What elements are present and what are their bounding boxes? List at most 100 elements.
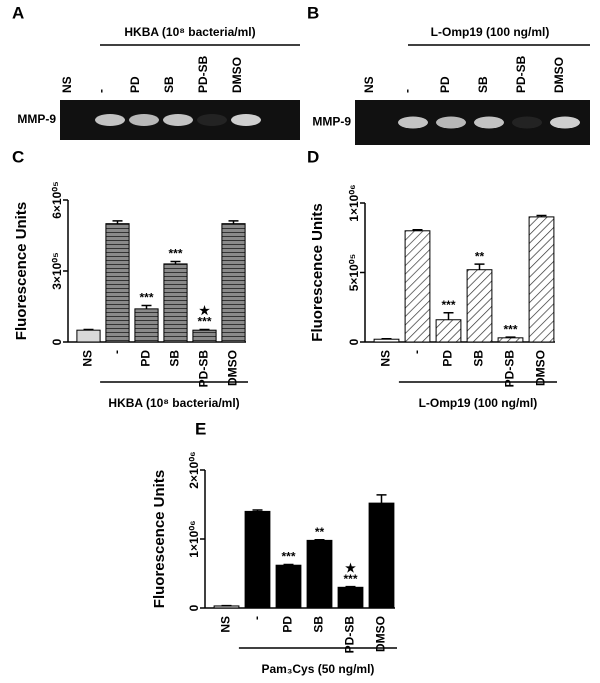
x-axis-label: L-Omp19 (100 ng/ml) (419, 396, 538, 410)
y-axis-label: Fluorescence Units (151, 470, 168, 608)
significance: *** (343, 572, 357, 586)
y-tick-label: 0 (50, 338, 64, 345)
significance: *** (139, 291, 153, 305)
y-tick-label: 2×10⁰⁶ (187, 451, 201, 488)
bar (528, 216, 555, 343)
bar (221, 223, 246, 343)
error-bar (345, 585, 356, 588)
error-bar (474, 263, 485, 270)
band (197, 114, 227, 126)
lane-label: SB (162, 76, 176, 93)
y-tick-label: 6×10⁰⁵ (50, 181, 64, 218)
x-tick-label: - (250, 616, 264, 620)
lane-label: NS (60, 76, 74, 93)
row-label: MMP-9 (17, 112, 56, 126)
gel-title: HKBA (10⁸ bacteria/ml) (124, 25, 255, 39)
error-bar (228, 220, 239, 224)
x-tick-label: - (110, 350, 124, 354)
band (436, 116, 466, 129)
lane-label: NS (362, 76, 376, 93)
x-axis-label: HKBA (10⁸ bacteria/ml) (108, 396, 239, 410)
y-axis-label: Fluorescence Units (309, 203, 326, 341)
error-bar (252, 509, 263, 512)
x-tick-label: DMSO (534, 350, 548, 386)
error-bar (283, 563, 294, 566)
significance: *** (503, 322, 517, 336)
y-tick-label: 0 (347, 338, 361, 345)
band (512, 116, 542, 129)
error-bar (412, 228, 423, 231)
row-label: MMP-9 (312, 115, 351, 129)
bar (76, 329, 101, 343)
significance: ** (315, 525, 325, 539)
lane-label: DMSO (230, 57, 244, 93)
panel-label: B (307, 3, 319, 22)
lane-label: SB (476, 76, 490, 93)
band (550, 116, 580, 129)
error-bar (314, 538, 325, 541)
error-bar (83, 328, 94, 331)
error-bar (141, 304, 152, 309)
gel-title: L-Omp19 (100 ng/ml) (431, 25, 550, 39)
bar (404, 230, 431, 343)
error-bar (443, 312, 454, 320)
x-tick-label: PD-SB (343, 616, 357, 654)
bar (163, 263, 188, 343)
lane-label: - (94, 89, 108, 93)
lane-label: - (400, 89, 414, 93)
lane-label: PD (128, 76, 142, 93)
panel-label: C (12, 147, 24, 166)
bar (244, 510, 271, 609)
y-tick-label: 5×10⁰⁵ (347, 254, 361, 291)
x-tick-label: SB (168, 350, 182, 367)
bar (373, 338, 400, 343)
y-tick-label: 1×10⁰⁶ (347, 184, 361, 221)
significance: *** (168, 247, 182, 261)
star: ★ (345, 561, 356, 575)
significance: *** (281, 550, 295, 564)
x-tick-label: DMSO (226, 350, 240, 386)
bar (497, 337, 524, 343)
band (398, 116, 428, 129)
x-tick-label: NS (379, 350, 393, 367)
x-tick-label: NS (219, 616, 233, 633)
bar (192, 329, 217, 343)
bar (306, 539, 333, 609)
error-bar (112, 220, 123, 224)
lane-label: PD-SB (514, 55, 528, 93)
band (163, 114, 193, 126)
y-tick-label: 1×10⁰⁶ (187, 520, 201, 557)
significance: *** (197, 315, 211, 329)
error-bar (505, 336, 516, 338)
panel-label: D (307, 147, 319, 166)
x-tick-label: PD (139, 350, 153, 367)
bar (435, 319, 462, 343)
lane-label: DMSO (552, 57, 566, 93)
x-tick-label: SB (472, 350, 486, 367)
band (474, 116, 504, 129)
x-tick-label: PD-SB (197, 350, 211, 388)
bar (105, 223, 130, 343)
x-tick-label: PD (441, 350, 455, 367)
significance: *** (441, 298, 455, 312)
x-tick-label: SB (312, 616, 326, 633)
error-bar (170, 260, 181, 264)
x-axis-label: Pam₃Cys (50 ng/ml) (261, 662, 374, 676)
error-bar (376, 494, 387, 504)
bar (134, 308, 159, 343)
error-bar (536, 214, 547, 217)
panel-label: A (12, 3, 24, 22)
bar (368, 502, 395, 609)
bar (275, 564, 302, 609)
x-tick-label: PD-SB (503, 350, 517, 388)
lane-label: PD (438, 76, 452, 93)
x-tick-label: NS (81, 350, 95, 367)
band (231, 114, 261, 126)
bar (466, 269, 493, 343)
star: ★ (199, 304, 210, 318)
panel-label: E (195, 419, 206, 438)
y-tick-label: 0 (187, 604, 201, 611)
error-bar (199, 328, 210, 331)
x-tick-label: DMSO (374, 616, 388, 652)
band (95, 114, 125, 126)
